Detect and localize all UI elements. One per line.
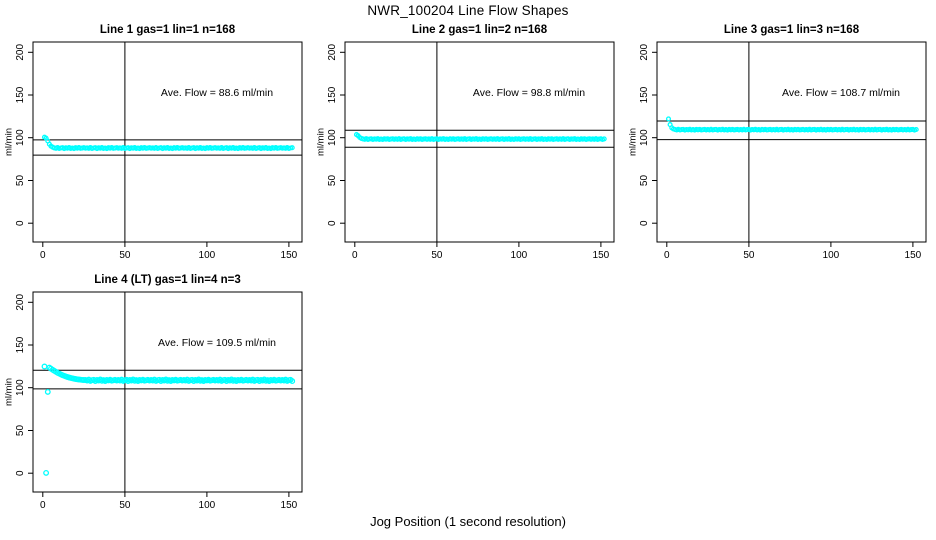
svg-text:150: 150 [15, 86, 26, 103]
subplot-line-4: 0 50 100 150 0 50 100 150 200 Line 4 (LT) gas=1 … [0, 270, 312, 520]
svg-text:200: 200 [639, 44, 650, 61]
svg-text:100: 100 [199, 250, 216, 261]
svg-text:150: 150 [281, 250, 298, 261]
ave-flow-annotation: Ave. Flow = 88.6 ml/min [160, 87, 274, 99]
svg-text:50: 50 [119, 500, 131, 511]
svg-text:0: 0 [327, 220, 338, 226]
x-axis-label: Jog Position (1 second resolution) [370, 514, 566, 529]
svg-text:50: 50 [743, 250, 755, 261]
svg-text:0: 0 [664, 250, 670, 261]
y-axis-label: ml/min [3, 128, 15, 156]
y-axis-label: ml/min [627, 128, 639, 156]
svg-text:100: 100 [15, 129, 26, 146]
svg-text:100: 100 [639, 129, 650, 146]
svg-text:50: 50 [639, 175, 650, 187]
svg-text:150: 150 [639, 86, 650, 103]
subplot-title: Line 3 gas=1 lin=3 n=168 [723, 24, 860, 36]
svg-text:150: 150 [593, 250, 610, 261]
ave-flow-annotation: Ave. Flow = 109.5 ml/min [158, 337, 276, 349]
subplot-line-3: 0 50 100 150 0 50 100 150 200 Line 3 gas=1 lin=3… [624, 20, 936, 270]
y-axis-label: ml/min [3, 378, 15, 406]
plot-canvas-line-1: 0 50 100 150 0 50 100 150 200 [15, 41, 303, 261]
svg-text:50: 50 [15, 425, 26, 437]
subplot-line-2: 0 50 100 150 0 50 100 150 200 Line 2 gas=1 lin=2… [312, 20, 624, 270]
svg-text:0: 0 [639, 220, 650, 226]
svg-text:150: 150 [281, 500, 298, 511]
svg-text:0: 0 [40, 250, 46, 261]
svg-text:150: 150 [905, 250, 922, 261]
svg-text:200: 200 [15, 44, 26, 61]
svg-text:0: 0 [352, 250, 358, 261]
svg-text:200: 200 [327, 44, 338, 61]
svg-text:100: 100 [823, 250, 840, 261]
svg-text:50: 50 [119, 250, 131, 261]
subplot-title: Line 2 gas=1 lin=2 n=168 [411, 24, 548, 36]
plot-canvas-line-4: 0 50 100 150 0 50 100 150 200 [15, 291, 303, 511]
y-axis-label: ml/min [315, 128, 327, 156]
svg-text:50: 50 [15, 175, 26, 187]
subplot-title: Line 1 gas=1 lin=1 n=168 [99, 24, 236, 36]
subplot-line-1: 0 50 100 150 0 50 100 150 200 Line 1 gas=1 lin=1… [0, 20, 312, 270]
svg-text:0: 0 [40, 500, 46, 511]
ave-flow-annotation: Ave. Flow = 98.8 ml/min [472, 87, 586, 99]
figure-title: NWR_100204 Line Flow Shapes [367, 3, 569, 18]
plot-canvas-line-2: 0 50 100 150 0 50 100 150 200 [327, 41, 615, 261]
svg-text:50: 50 [431, 250, 443, 261]
svg-text:150: 150 [15, 336, 26, 353]
svg-text:0: 0 [15, 470, 26, 476]
svg-text:150: 150 [327, 86, 338, 103]
svg-text:50: 50 [327, 175, 338, 187]
subplot-title: Line 4 (LT) gas=1 lin=4 n=3 [94, 274, 241, 286]
plot-canvas-line-3: 0 50 100 150 0 50 100 150 200 [639, 41, 927, 261]
svg-text:100: 100 [327, 129, 338, 146]
svg-text:100: 100 [199, 500, 216, 511]
ave-flow-annotation: Ave. Flow = 108.7 ml/min [782, 87, 900, 99]
svg-text:100: 100 [511, 250, 528, 261]
svg-text:100: 100 [15, 379, 26, 396]
svg-text:200: 200 [15, 294, 26, 311]
svg-text:0: 0 [15, 220, 26, 226]
